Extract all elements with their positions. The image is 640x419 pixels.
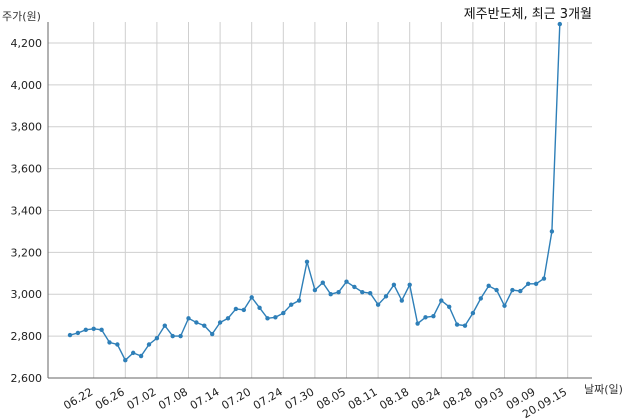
x-tick-label: 09.03 [472, 385, 506, 412]
data-point [557, 21, 562, 27]
data-point [241, 307, 246, 313]
data-point [289, 302, 294, 307]
data-point [257, 305, 262, 311]
y-tick-label: 2,800 [11, 330, 43, 343]
data-point [533, 281, 539, 286]
y-tick-label: 4,000 [11, 79, 43, 92]
x-tick-label: 08.28 [441, 385, 475, 412]
x-tick-labels: 06.2206.2607.0207.0807.1407.2007.2407.30… [61, 385, 569, 419]
data-point [99, 327, 104, 333]
data-point [360, 289, 365, 295]
data-point [312, 287, 318, 293]
gridlines [48, 22, 592, 379]
data-point [138, 353, 144, 359]
data-point [296, 298, 302, 303]
y-tick-label: 3,800 [11, 121, 43, 134]
data-point [202, 323, 207, 328]
x-tick-label: 08.05 [314, 385, 348, 412]
data-point [368, 290, 373, 296]
data-point [178, 333, 183, 339]
data-point [210, 331, 215, 337]
data-point [273, 315, 278, 320]
x-tick-label: 08.24 [409, 385, 443, 412]
data-point [541, 276, 547, 281]
data-point [383, 294, 389, 299]
data-point [83, 327, 89, 333]
y-tick-label: 2,600 [11, 372, 43, 385]
axes [47, 22, 592, 379]
y-tick-label: 3,200 [11, 246, 43, 259]
data-point [162, 323, 167, 328]
data-point [462, 323, 468, 328]
x-axis-title: 날짜(일) [584, 382, 623, 396]
y-tick-label: 3,000 [11, 288, 43, 301]
data-point [526, 281, 531, 286]
data-point [115, 342, 120, 347]
data-point [431, 314, 436, 319]
data-point [67, 332, 73, 338]
data-point [486, 283, 491, 289]
data-point [518, 288, 523, 294]
x-tick-label: 07.20 [219, 385, 253, 412]
data-point [123, 358, 128, 363]
data-point [170, 333, 175, 339]
x-tick-label: 06.26 [93, 385, 127, 412]
x-tick-label: 07.02 [125, 385, 159, 412]
data-point [91, 326, 96, 331]
data-point [265, 316, 270, 321]
x-tick-label: 08.18 [377, 385, 411, 412]
data-point [352, 284, 357, 290]
y-axis-title: 주가(원) [2, 10, 41, 23]
data-point [225, 316, 231, 321]
x-tick-label: 06.22 [61, 385, 95, 412]
data-point [502, 303, 507, 308]
chart-title: 제주반도체, 최근 3개월 [464, 7, 592, 22]
data-point [510, 287, 515, 293]
x-tick-label: 07.14 [188, 385, 222, 412]
series-group [67, 21, 562, 363]
data-point [233, 306, 239, 312]
data-point [194, 320, 199, 325]
x-tick-label: 07.08 [156, 385, 190, 412]
data-point [328, 292, 333, 297]
y-tick-label: 4,200 [11, 37, 43, 50]
data-point [375, 302, 381, 307]
data-point [423, 315, 428, 320]
y-tick-labels: 2,600 2,800 3,000 3,200 3,400 3,600 3,800 4,000… [11, 37, 43, 385]
data-point [304, 259, 310, 264]
data-point [407, 282, 412, 288]
data-point [336, 289, 341, 295]
data-point [131, 350, 136, 356]
x-tick-label: 07.24 [251, 385, 285, 412]
data-point [447, 304, 452, 309]
x-tick-label: 08.11 [346, 385, 380, 412]
data-point [494, 287, 499, 293]
data-point [75, 330, 81, 336]
data-point [186, 316, 191, 321]
data-point [454, 322, 460, 327]
data-point [281, 310, 286, 316]
data-point [146, 342, 152, 347]
data-point [399, 298, 404, 303]
data-point [549, 229, 555, 234]
data-point [107, 340, 112, 345]
data-point [217, 320, 223, 325]
data-point [154, 336, 160, 341]
data-point [344, 279, 349, 284]
y-tick-label: 3,400 [11, 204, 43, 217]
data-point [320, 280, 325, 285]
y-tick-label: 3,600 [11, 163, 43, 176]
data-point [439, 298, 444, 303]
x-tick-label: 07.30 [283, 385, 317, 412]
data-point [415, 321, 420, 326]
data-point [478, 296, 483, 301]
data-point [470, 310, 476, 316]
data-point [249, 295, 254, 300]
data-point [391, 282, 397, 288]
